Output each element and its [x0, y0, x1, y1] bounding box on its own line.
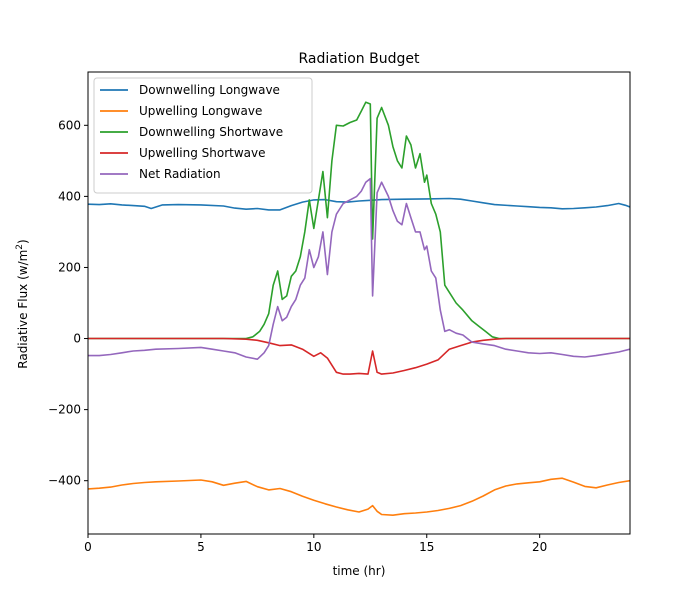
y-axis-label-superscript: 2 — [15, 244, 25, 250]
chart-title: Radiation Budget — [299, 51, 420, 67]
y-tick-label: 400 — [58, 189, 81, 203]
y-axis: −400 −200 0 200 400 600 — [48, 118, 88, 488]
series-line-1 — [88, 477, 630, 516]
legend: Downwelling Longwave Upwelling Longwave Do… — [93, 77, 313, 194]
series-line-2 — [88, 101, 630, 340]
x-tick-label: 15 — [419, 540, 434, 554]
y-tick-label: −200 — [48, 403, 81, 417]
y-axis-label-suffix: ) — [16, 239, 30, 244]
legend-label-0: Downwelling Longwave — [139, 83, 280, 97]
legend-label-3: Upwelling Shortwave — [139, 146, 266, 160]
series-line-0 — [88, 197, 630, 211]
y-tick-label: −400 — [48, 474, 81, 488]
x-tick-label: 10 — [306, 540, 321, 554]
legend-label-2: Downwelling Shortwave — [139, 125, 283, 139]
y-tick-label: 200 — [58, 260, 81, 274]
x-tick-label: 0 — [84, 540, 92, 554]
legend-label-1: Upwelling Longwave — [139, 104, 262, 118]
x-axis: 0 5 10 15 20 — [84, 534, 547, 554]
series-line-4 — [88, 177, 630, 360]
y-tick-label: 0 — [73, 332, 81, 346]
x-tick-label: 5 — [197, 540, 205, 554]
y-axis-label-main: Radiative Flux (w/m — [16, 250, 30, 369]
legend-label-4: Net Radiation — [139, 167, 221, 181]
series-line-3 — [88, 337, 630, 375]
x-axis-label: time (hr) — [333, 564, 386, 578]
legend-box — [93, 77, 313, 194]
y-tick-label: 600 — [58, 118, 81, 132]
plot-frame — [87, 71, 631, 535]
x-tick-label: 20 — [532, 540, 547, 554]
y-axis-label: Radiative Flux (w/m2) — [15, 239, 30, 368]
plot-area — [88, 101, 630, 516]
